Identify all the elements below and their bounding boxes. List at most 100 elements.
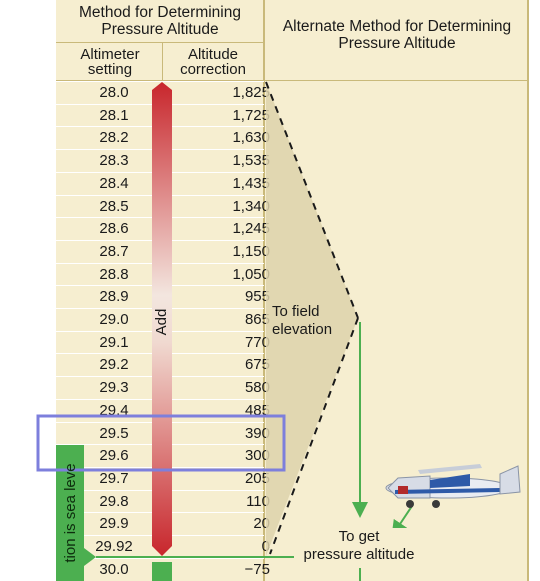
altimeter-setting-cell: 28.2: [56, 127, 156, 149]
altimeter-setting-value: 29.6: [99, 447, 129, 465]
altitude-correction-cell: 390: [164, 423, 270, 445]
altimeter-setting-value: 28.0: [99, 84, 129, 101]
to-field-line-2: elevation: [272, 321, 333, 338]
green-arrow-tip: [84, 548, 96, 566]
altimeter-setting-cell: 28.0: [56, 82, 156, 104]
altimeter-setting-cell: 29.8: [56, 491, 156, 513]
altimeter-setting-value: 29.8: [99, 492, 129, 510]
altimeter-setting-cell: 29.7: [56, 468, 156, 490]
altimeter-setting-value: 28.9: [99, 288, 129, 306]
altitude-correction-value: 580: [244, 379, 270, 397]
altitude-correction-value: 1,340: [232, 197, 270, 215]
altitude-correction-cell: 1,150: [164, 241, 270, 263]
altitude-correction-value: 770: [244, 333, 270, 351]
to-field-line-1: To field: [272, 303, 320, 320]
altimeter-setting-value: 29.5: [99, 424, 129, 442]
altitude-correction-value: 1,825: [232, 84, 270, 101]
altitude-correction-value: 205: [244, 469, 270, 487]
altimeter-setting-cell: 29.2: [56, 354, 156, 376]
sea-level-label: tion is sea leve: [62, 463, 79, 563]
altitude-correction-cell: 1,535: [164, 150, 270, 172]
left-title: Method for Determining Pressure Altitude: [56, 4, 264, 38]
altitude-correction-cell: 675: [164, 354, 270, 376]
altimeter-setting-value: 29.92: [95, 538, 133, 555]
altitude-correction-value: 1,435: [232, 174, 270, 192]
altimeter-setting-cell: 28.7: [56, 241, 156, 263]
altitude-correction-cell: 1,435: [164, 173, 270, 195]
altitude-correction-cell: 1,630: [164, 127, 270, 149]
altitude-correction-value: 955: [244, 288, 270, 306]
right-title: Alternate Method for Determining Pressur…: [266, 18, 528, 52]
wedge-upper-dash: [265, 81, 359, 319]
altimeter-setting-value: 28.3: [99, 152, 129, 170]
left-title-line-1: Method for Determining: [79, 4, 241, 21]
altitude-correction-value: 300: [244, 447, 270, 465]
altimeter-setting-cell: 29.92: [56, 536, 156, 558]
correction-header-line-1: Altitude: [187, 46, 239, 63]
altitude-correction-value: 1,630: [232, 129, 270, 147]
right-title-line-2: Pressure Altitude: [338, 35, 456, 52]
altitude-correction-cell: 770: [164, 332, 270, 354]
altitude-correction-header: Altitude correction: [163, 47, 263, 77]
subheader-divider: [162, 42, 163, 80]
altitude-correction-cell: 1,050: [164, 264, 270, 286]
altimeter-setting-value: 28.1: [99, 106, 129, 124]
altimeter-setting-cell: 28.8: [56, 264, 156, 286]
altitude-correction-cell: 0: [164, 536, 270, 558]
right-title-line-1: Alternate Method for Determining: [282, 18, 512, 35]
correction-header-line-2: correction: [180, 61, 246, 78]
altitude-correction-cell: 1,825: [164, 82, 270, 104]
altitude-correction-cell: 1,340: [164, 196, 270, 218]
column-divider-left: [263, 0, 265, 581]
to-get-pressure-altitude-label: To get pressure altitude: [294, 528, 424, 564]
altimeter-setting-value: 28.5: [99, 197, 129, 215]
altimeter-setting-value: 29.9: [99, 515, 129, 533]
altimeter-setting-cell: 29.1: [56, 332, 156, 354]
table-row: 30.0 −75: [56, 557, 270, 581]
altimeter-setting-value: 29.7: [99, 469, 129, 487]
altitude-correction-cell: 20: [164, 513, 270, 535]
altitude-correction-cell: 205: [164, 468, 270, 490]
altitude-correction-cell: 865: [164, 309, 270, 331]
altitude-correction-value: 110: [246, 492, 270, 510]
sea-level-green-bar: [56, 445, 84, 581]
elevation-wedge: [266, 82, 358, 556]
altimeter-header-line-1: Altimeter: [80, 46, 140, 63]
altimeter-setting-cell: 28.9: [56, 286, 156, 308]
altitude-correction-value: 1,725: [232, 106, 270, 124]
altitude-correction-value: 865: [244, 311, 270, 328]
altimeter-setting-value: 29.1: [99, 333, 129, 351]
altitude-correction-cell: 1,245: [164, 218, 270, 240]
altimeter-setting-cell: 28.6: [56, 218, 156, 240]
highlight-box: [36, 414, 286, 472]
add-label: Add: [153, 308, 170, 336]
wedge-lower-dash: [269, 317, 359, 555]
altitude-correction-cell: 110: [164, 491, 270, 513]
altitude-correction-value: 1,245: [232, 220, 270, 238]
altitude-correction-value: 675: [244, 356, 270, 374]
altimeter-setting-value: 30.0: [99, 560, 129, 578]
altitude-correction-cell: 1,725: [164, 105, 270, 127]
altimeter-setting-value: 28.4: [99, 174, 129, 192]
altitude-correction-cell: 955: [164, 286, 270, 308]
altimeter-setting-cell: 28.4: [56, 173, 156, 195]
altitude-correction-cell: 300: [164, 445, 270, 467]
altimeter-setting-cell: 30.0: [56, 559, 156, 581]
altitude-correction-value: 20: [253, 515, 270, 533]
column-divider-right: [527, 0, 529, 581]
green-bar-small: [152, 562, 172, 581]
altimeter-header-line-2: setting: [87, 61, 133, 78]
header-rule: [56, 42, 264, 43]
altimeter-setting-cell: 29.9: [56, 513, 156, 535]
table-row: 28.0 1,825: [56, 81, 270, 105]
altitude-correction-value: 0: [261, 538, 270, 555]
altitude-correction-value: 1,150: [232, 242, 270, 260]
altimeter-setting-value: 29.0: [99, 311, 129, 328]
altitude-correction-value: −75: [244, 560, 270, 578]
altitude-correction-value: 390: [244, 424, 270, 442]
left-title-line-2: Pressure Altitude: [101, 21, 219, 38]
subheader-rule: [56, 80, 529, 81]
altimeter-setting-cell: 29.0: [56, 309, 156, 331]
altimeter-setting-value: 28.2: [99, 129, 129, 147]
to-get-line-1: To get: [338, 528, 380, 545]
